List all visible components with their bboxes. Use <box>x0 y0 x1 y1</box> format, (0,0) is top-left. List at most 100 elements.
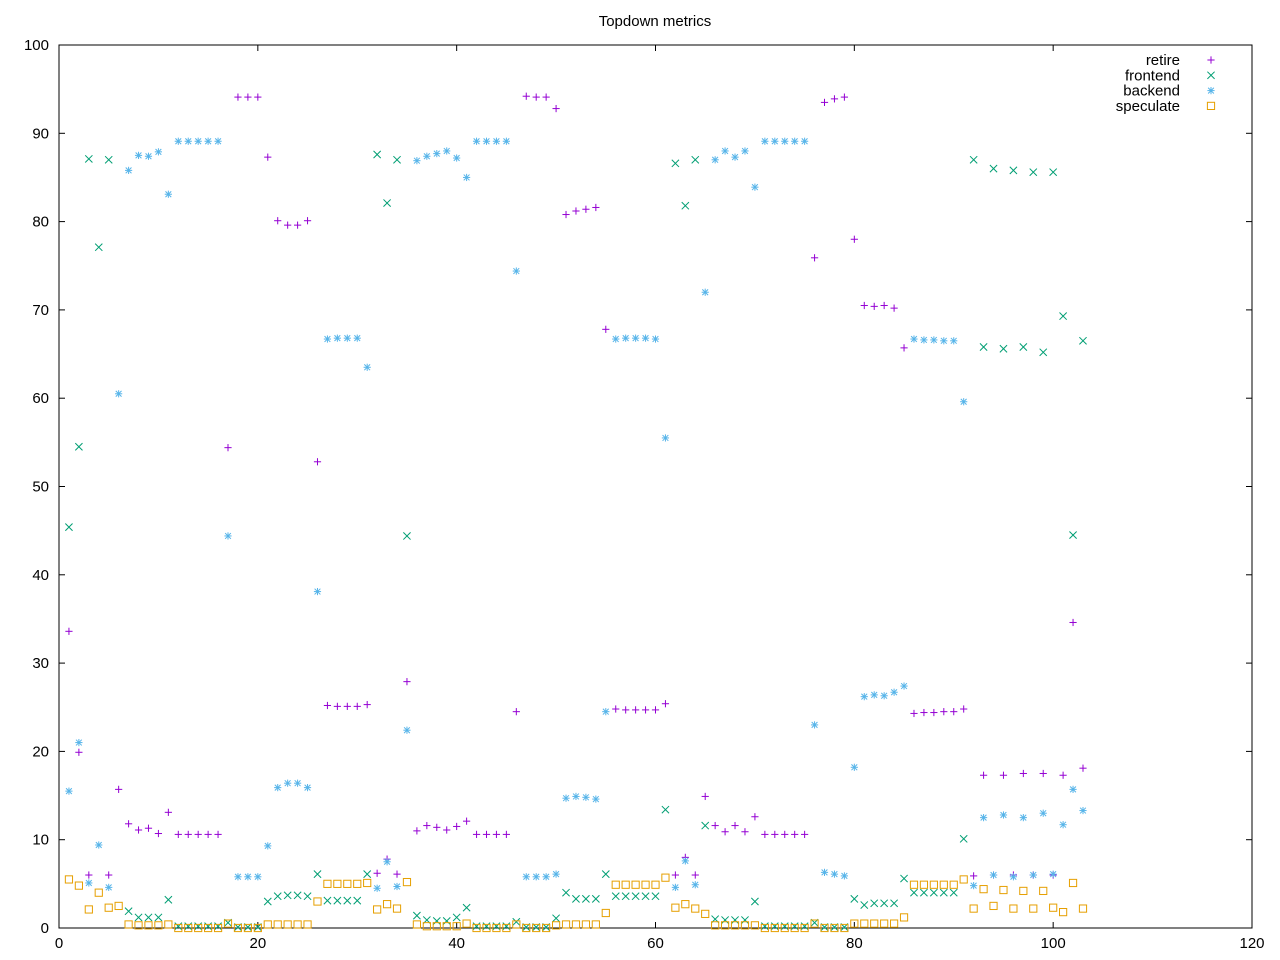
frontend-point <box>731 916 739 925</box>
retire-point <box>731 821 739 830</box>
speculate-point <box>243 923 252 933</box>
speculate-point <box>154 921 163 930</box>
backend-point <box>472 137 481 145</box>
backend-point <box>632 334 640 342</box>
frontend-point <box>581 894 590 903</box>
backend-point <box>840 872 848 880</box>
retire-point <box>542 93 550 101</box>
backend-point <box>492 137 501 145</box>
retire-point <box>264 153 272 161</box>
speculate-point <box>989 901 998 911</box>
backend-point <box>741 147 749 155</box>
retire-point <box>830 95 839 103</box>
frontend-point <box>1069 531 1078 540</box>
speculate-point <box>492 923 501 933</box>
frontend-point <box>631 892 640 901</box>
speculate-point <box>64 875 74 884</box>
backend-point <box>681 857 689 865</box>
speculate-point <box>502 923 511 933</box>
backend-point <box>761 137 769 145</box>
retire-point <box>85 871 93 879</box>
frontend-point <box>492 922 501 931</box>
speculate-point <box>1009 904 1018 913</box>
retire-point <box>880 301 888 310</box>
speculate-point <box>641 880 650 889</box>
speculate-point <box>253 923 262 933</box>
speculate-point <box>194 923 203 933</box>
speculate-point <box>969 904 978 913</box>
retire-point <box>900 344 908 352</box>
retire-point <box>214 830 222 839</box>
retire-point <box>234 93 242 101</box>
speculate-point <box>442 922 451 931</box>
backend-point <box>791 137 799 145</box>
retire-point <box>999 771 1008 779</box>
series-backend <box>65 137 1087 892</box>
backend-point <box>313 587 322 596</box>
retire-point <box>174 830 182 839</box>
speculate-point <box>353 879 362 888</box>
backend-point <box>244 873 252 881</box>
retire-point <box>840 93 848 101</box>
speculate-point <box>671 903 680 912</box>
legend-label-retire: retire <box>1146 52 1180 69</box>
frontend-point <box>144 913 153 922</box>
backend-point <box>771 137 779 145</box>
speculate-point <box>860 919 869 928</box>
backend-point <box>184 137 192 145</box>
frontend-point <box>591 894 600 903</box>
backend-point <box>930 336 938 344</box>
backend-point <box>701 288 709 296</box>
retire-point <box>781 830 789 839</box>
retire-point <box>1059 771 1067 779</box>
frontend-point <box>293 891 302 900</box>
y-tick-label: 40 <box>32 567 49 584</box>
speculate-point <box>870 919 879 928</box>
retire-point <box>771 830 779 839</box>
retire-point <box>1039 769 1047 778</box>
speculate-point <box>462 919 471 928</box>
frontend-point <box>939 888 948 897</box>
x-tick-label: 120 <box>1239 935 1264 952</box>
frontend-point <box>910 888 918 897</box>
frontend-point <box>1019 343 1028 351</box>
speculate-point <box>293 920 302 929</box>
frontend-point <box>104 155 113 164</box>
retire-point <box>641 706 650 714</box>
backend-point <box>433 150 441 158</box>
retire-point <box>134 826 143 834</box>
backend-point <box>413 157 421 165</box>
frontend-point <box>790 922 799 931</box>
retire-point <box>810 254 819 262</box>
backend-point <box>622 334 630 342</box>
frontend-point <box>393 155 401 164</box>
speculate-point <box>601 908 610 918</box>
frontend-point <box>363 870 372 879</box>
frontend-point <box>651 892 660 901</box>
backend-point <box>582 793 590 801</box>
retire-point <box>940 708 948 716</box>
speculate-point <box>890 919 899 928</box>
frontend-point <box>671 159 680 168</box>
x-tick-label: 80 <box>846 935 863 952</box>
speculate-point <box>333 879 342 888</box>
speculate-point <box>323 879 332 888</box>
y-tick-label: 10 <box>32 832 49 849</box>
x-tick-label: 100 <box>1041 935 1066 952</box>
speculate-point <box>591 920 600 929</box>
retire-point <box>294 221 302 229</box>
frontend-point <box>890 899 899 908</box>
frontend-point <box>611 892 620 901</box>
backend-point <box>910 335 918 343</box>
retire-point <box>761 830 769 839</box>
frontend-point <box>929 888 938 897</box>
speculate-point <box>760 923 769 933</box>
speculate-point <box>730 921 740 930</box>
speculate-point <box>343 879 352 888</box>
y-tick-label: 30 <box>32 655 49 672</box>
y-tick-label: 0 <box>41 920 49 937</box>
speculate-point <box>1049 903 1058 912</box>
frontend-point <box>1079 336 1087 345</box>
retire-point <box>691 871 699 879</box>
backend-point <box>830 870 839 878</box>
